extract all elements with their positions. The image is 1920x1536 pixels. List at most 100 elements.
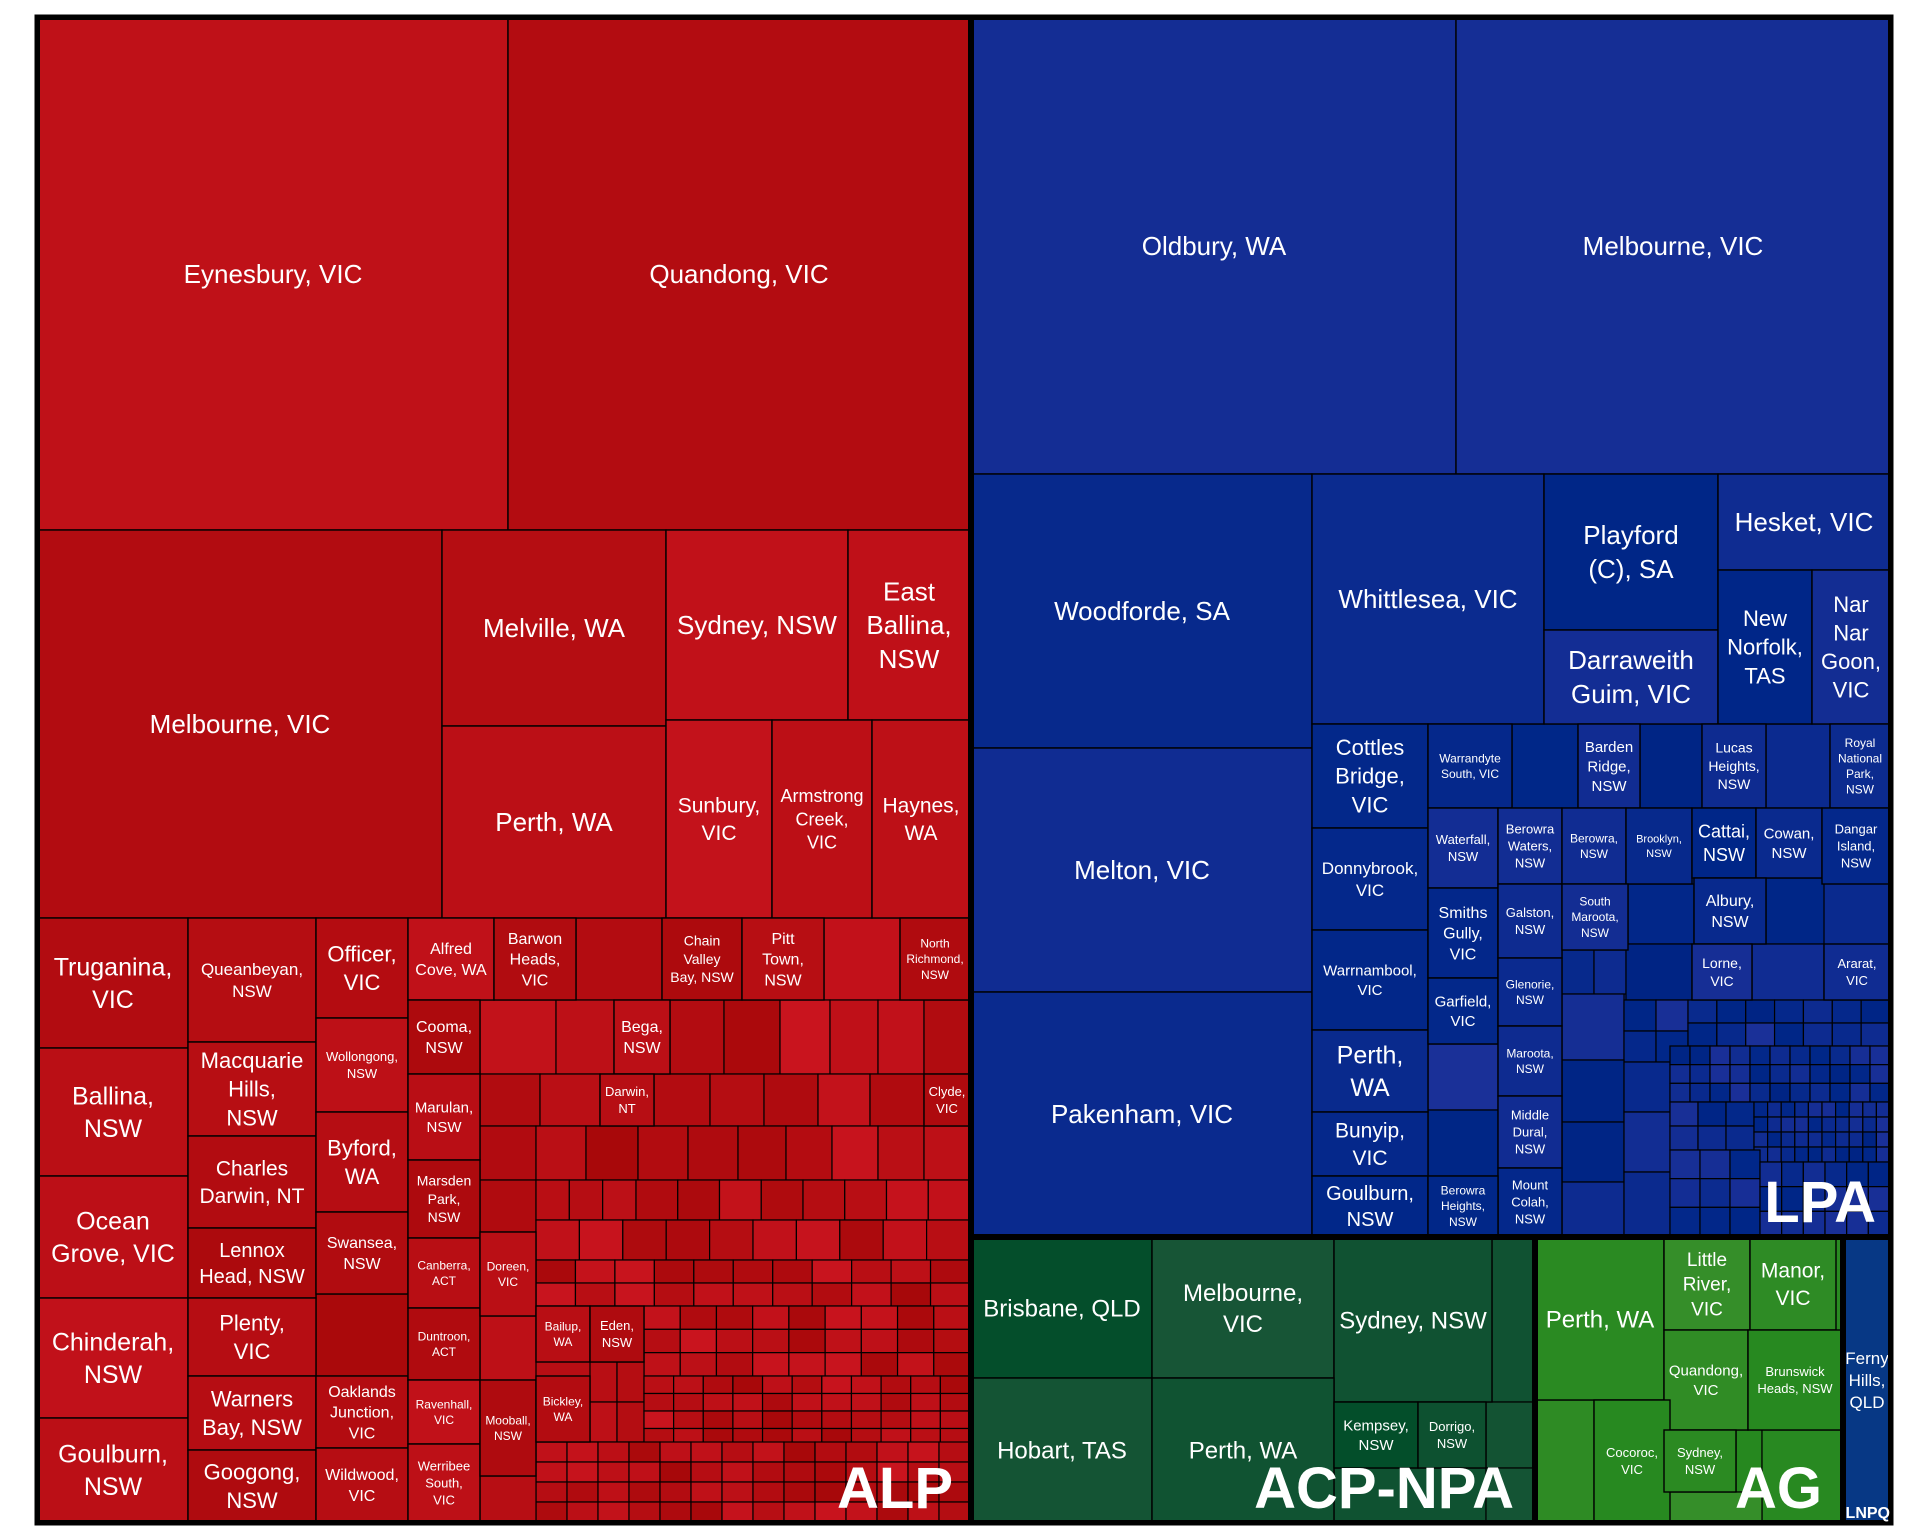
small-cell: [1869, 1045, 1891, 1066]
treemap-cell: [1749, 1237, 1837, 1331]
cell-label: Bunyip, VIC: [1335, 1120, 1405, 1170]
small-cell: [877, 1125, 925, 1181]
small-cell: [1753, 1101, 1769, 1118]
treemap-cell: [665, 719, 773, 919]
small-cell: [933, 1328, 971, 1354]
small-cell: [1669, 1082, 1691, 1103]
small-cell: [1848, 1146, 1864, 1163]
cell-label: Galston, NSW: [1506, 905, 1554, 937]
small-cell: [1689, 1082, 1711, 1103]
treemap-cell: [187, 1041, 317, 1137]
cell-label: Plenty, VIC: [219, 1310, 285, 1364]
treemap-cell: [1311, 1111, 1429, 1177]
small-cell: [1725, 1125, 1755, 1151]
small-cell: [597, 1481, 630, 1503]
small-cell: [597, 1501, 630, 1523]
treemap-cell: [507, 17, 971, 531]
treemap-cell: [315, 1211, 409, 1295]
small-cell: [721, 1501, 754, 1523]
cell-label: Marsden Park, NSW: [417, 1173, 471, 1225]
small-cell: [715, 1328, 754, 1354]
small-cell: [831, 1125, 879, 1181]
small-cell: [535, 1501, 568, 1523]
cell-label: Manor, VIC: [1761, 1260, 1825, 1310]
cell-label: Warners Bay, NSW: [202, 1386, 302, 1440]
chart-frame: [34, 14, 1894, 1526]
small-cell: [1749, 1045, 1771, 1066]
small-cell: [659, 1501, 692, 1523]
small-cell: [1669, 1149, 1701, 1180]
small-cell: [1829, 1064, 1851, 1084]
small-cell: [1875, 1116, 1891, 1133]
small-cell: [721, 1441, 754, 1463]
cell-label: Kempsey, NSW: [1343, 1418, 1409, 1455]
small-cell: [479, 1073, 541, 1127]
small-cell: [1689, 1045, 1711, 1066]
small-cell: [869, 1073, 925, 1127]
treemap-cell: [407, 1073, 481, 1161]
small-cell: [1623, 1111, 1671, 1173]
small-cell: [1729, 1064, 1751, 1084]
small-cell: [535, 1282, 577, 1307]
treemap-cell: [1333, 1237, 1493, 1403]
small-cell: [880, 1410, 912, 1430]
treemap-cell: [315, 1375, 409, 1449]
small-cell: [783, 1461, 816, 1483]
cell-label: Smiths Gully, VIC: [1439, 905, 1488, 964]
treemap-cell: [407, 1443, 481, 1523]
cell-label: Canberra, ACT: [417, 1258, 470, 1288]
treemap-cell: [37, 17, 509, 531]
treemap-cell: [1497, 1095, 1563, 1169]
small-cell: [693, 1282, 734, 1307]
small-cell: [1511, 723, 1579, 809]
cell-label: Warrnambool, VIC: [1323, 963, 1417, 1000]
small-cell: [923, 999, 971, 1075]
cell-label: Werribee South, VIC: [418, 1459, 471, 1508]
small-cell: [817, 1073, 871, 1127]
small-cell: [1729, 1206, 1761, 1237]
cell-label: Dorrigo, NSW: [1429, 1419, 1475, 1451]
cell-label: Bailup, WA: [545, 1319, 582, 1349]
treemap-cell: [315, 1017, 409, 1113]
cell-label: Brooklyn, NSW: [1636, 834, 1682, 860]
small-cell: [752, 1352, 790, 1377]
small-cell: [1749, 1064, 1771, 1084]
cell-label: Dangar Island, NSW: [1835, 822, 1878, 871]
small-cell: [718, 1179, 762, 1221]
small-cell: [535, 1219, 581, 1261]
small-cell: [669, 999, 725, 1075]
treemap-cell: [407, 1307, 481, 1381]
small-cell: [643, 1305, 681, 1330]
small-cell: [715, 1352, 754, 1377]
small-cell: [1834, 1101, 1850, 1118]
treemap-cell: [441, 529, 667, 727]
treemap-cell: [493, 917, 577, 1001]
cell-label: Mount Colah, NSW: [1511, 1178, 1549, 1227]
cell-label: Cocoroc, VIC: [1606, 1445, 1658, 1477]
treemap-cell: [1821, 807, 1891, 885]
small-cell: [1699, 1149, 1731, 1180]
small-cell: [1669, 1064, 1691, 1084]
small-cell: [1849, 1082, 1871, 1103]
cell-label: Charles Darwin, NT: [199, 1158, 304, 1208]
cell-label: Goulburn, NSW: [58, 1441, 168, 1502]
small-cell: [653, 1282, 695, 1307]
cell-label: Woodforde, SA: [1054, 596, 1231, 626]
small-cell: [535, 1481, 568, 1503]
group-label-acp-npa: ACP-NPA: [1254, 1456, 1514, 1521]
treemap-cell: [1717, 473, 1891, 571]
cell-label: Berowra, NSW: [1570, 831, 1618, 861]
treemap-cell: [187, 1449, 317, 1523]
small-cell: [679, 1352, 718, 1377]
treemap-cell: [187, 917, 317, 1043]
small-cell: [939, 1375, 971, 1395]
small-cell: [783, 1481, 816, 1503]
small-cell: [1535, 1399, 1595, 1523]
small-cell: [479, 1475, 537, 1523]
treemap-cell: [407, 999, 481, 1075]
treemap-cell: [1691, 943, 1753, 1001]
small-cell: [1829, 1082, 1851, 1103]
small-cell: [761, 1375, 793, 1395]
treemap-cell: [847, 529, 971, 721]
treemap-cell: [315, 1447, 409, 1523]
